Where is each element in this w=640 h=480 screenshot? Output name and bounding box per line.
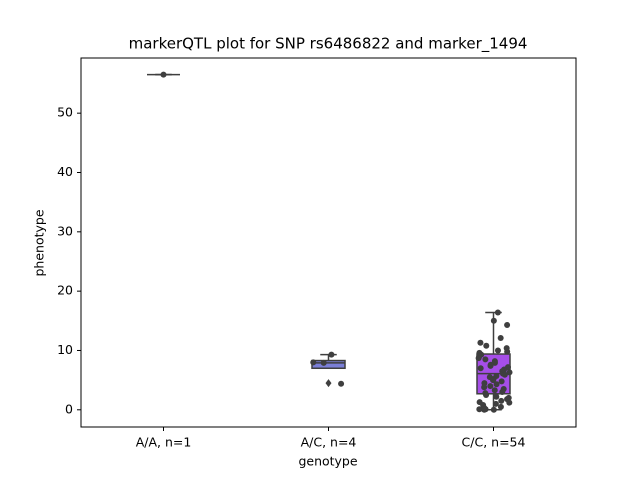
data-point [490,317,497,324]
data-point [477,365,484,372]
data-point [501,371,508,378]
y-tick-label: 10 [57,342,73,357]
y-tick-label: 40 [57,164,73,179]
data-point [328,351,335,358]
data-point [491,387,498,394]
chart-title: markerQTL plot for SNP rs6486822 and mar… [129,35,528,54]
data-point [475,355,482,362]
y-tick-label: 0 [65,401,73,416]
data-point [483,391,490,398]
data-point [493,381,500,388]
data-point [476,406,483,413]
data-point [338,380,345,387]
data-point [504,321,511,328]
data-point [504,348,511,355]
data-point [310,359,317,366]
data-point [492,400,499,407]
plot-frame [80,57,577,428]
data-point [482,356,489,363]
data-point [498,397,505,404]
data-point [160,71,167,78]
y-tick-label: 50 [57,105,73,120]
data-point [487,383,494,390]
y-axis-label: phenotype [32,209,47,276]
data-point [497,403,504,410]
x-tick-label: A/A, n=1 [136,435,192,450]
data-point [490,377,497,384]
data-point [481,384,488,391]
data-point [494,347,501,354]
data-point [506,399,513,406]
data-point [497,335,504,342]
data-point [498,378,505,385]
data-point [487,362,494,369]
data-point [493,393,500,400]
data-point [477,339,484,346]
data-point [320,359,327,366]
x-axis-label: genotype [298,454,357,469]
data-point [483,342,490,349]
data-point [499,388,506,395]
data-point [506,369,513,376]
x-tick-label: A/C, n=4 [301,435,357,450]
y-tick-label: 20 [57,283,73,298]
flier [325,379,332,388]
box [311,359,346,370]
data-point [490,406,497,413]
x-tick-label: C/C, n=54 [462,435,526,450]
data-point [494,309,501,316]
data-point [481,406,488,413]
y-tick-label: 30 [57,223,73,238]
